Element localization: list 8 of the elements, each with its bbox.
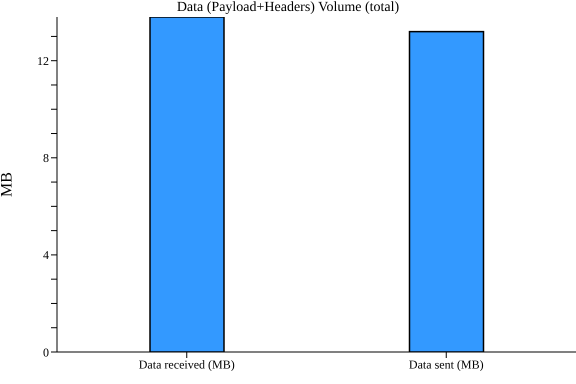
y-tick-label: 4 xyxy=(43,248,49,262)
chart-title: Data (Payload+Headers) Volume (total) xyxy=(176,0,400,16)
y-tick-label: 0 xyxy=(43,345,49,360)
y-tick-label: 8 xyxy=(43,151,49,166)
y-axis-title: MB xyxy=(0,172,16,197)
x-tick-label: Data received (MB) xyxy=(138,358,235,372)
x-tick-label: Data sent (MB) xyxy=(408,358,484,372)
y-tick-label: 12 xyxy=(37,54,49,68)
